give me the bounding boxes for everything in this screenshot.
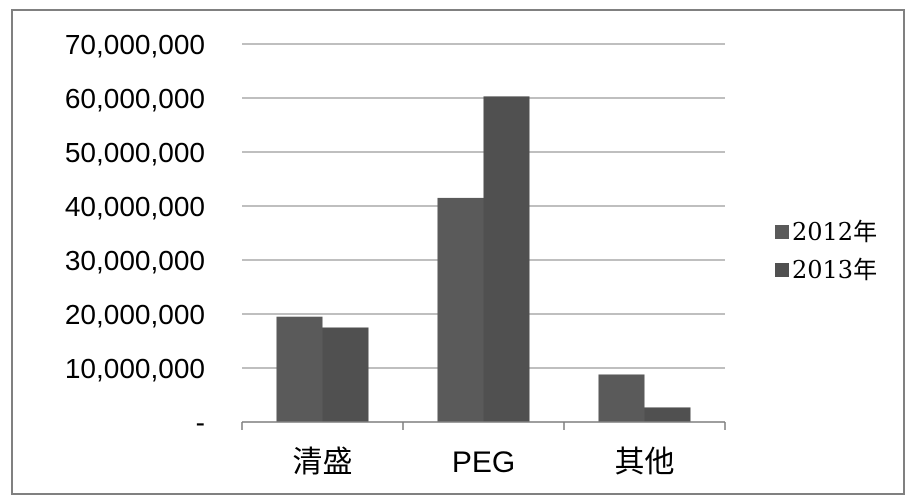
legend-swatch [775, 263, 789, 277]
bar [322, 327, 369, 422]
legend-label: 2013年 [792, 256, 877, 284]
x-axis [241, 421, 726, 430]
bar [644, 407, 691, 422]
y-tick-label: 30,000,000 [65, 245, 205, 276]
x-category-label: PEG [452, 446, 515, 479]
x-category-label: 清盛 [293, 446, 353, 479]
y-tick-label: 50,000,000 [65, 137, 205, 168]
legend-swatch [775, 225, 789, 239]
y-tick-label: 20,000,000 [65, 299, 205, 330]
y-tick-label: 10,000,000 [65, 353, 205, 384]
bar [598, 374, 645, 422]
legend-label: 2012年 [792, 218, 877, 246]
bar [276, 316, 323, 422]
x-axis-category-labels: 清盛 PEG 其他 [293, 446, 675, 479]
bar [437, 197, 484, 422]
x-category-label: 其他 [615, 446, 675, 479]
y-axis-tick-labels: - 10,000,000 20,000,000 30,000,000 40,000,00… [65, 29, 205, 438]
y-tick-label: 60,000,000 [65, 83, 205, 114]
legend: 2012年 2013年 [775, 218, 877, 284]
bar [483, 96, 530, 422]
y-tick-label: 70,000,000 [65, 29, 205, 60]
bars [276, 96, 691, 422]
y-tick-label: 40,000,000 [65, 191, 205, 222]
y-tick-label: - [196, 407, 205, 438]
